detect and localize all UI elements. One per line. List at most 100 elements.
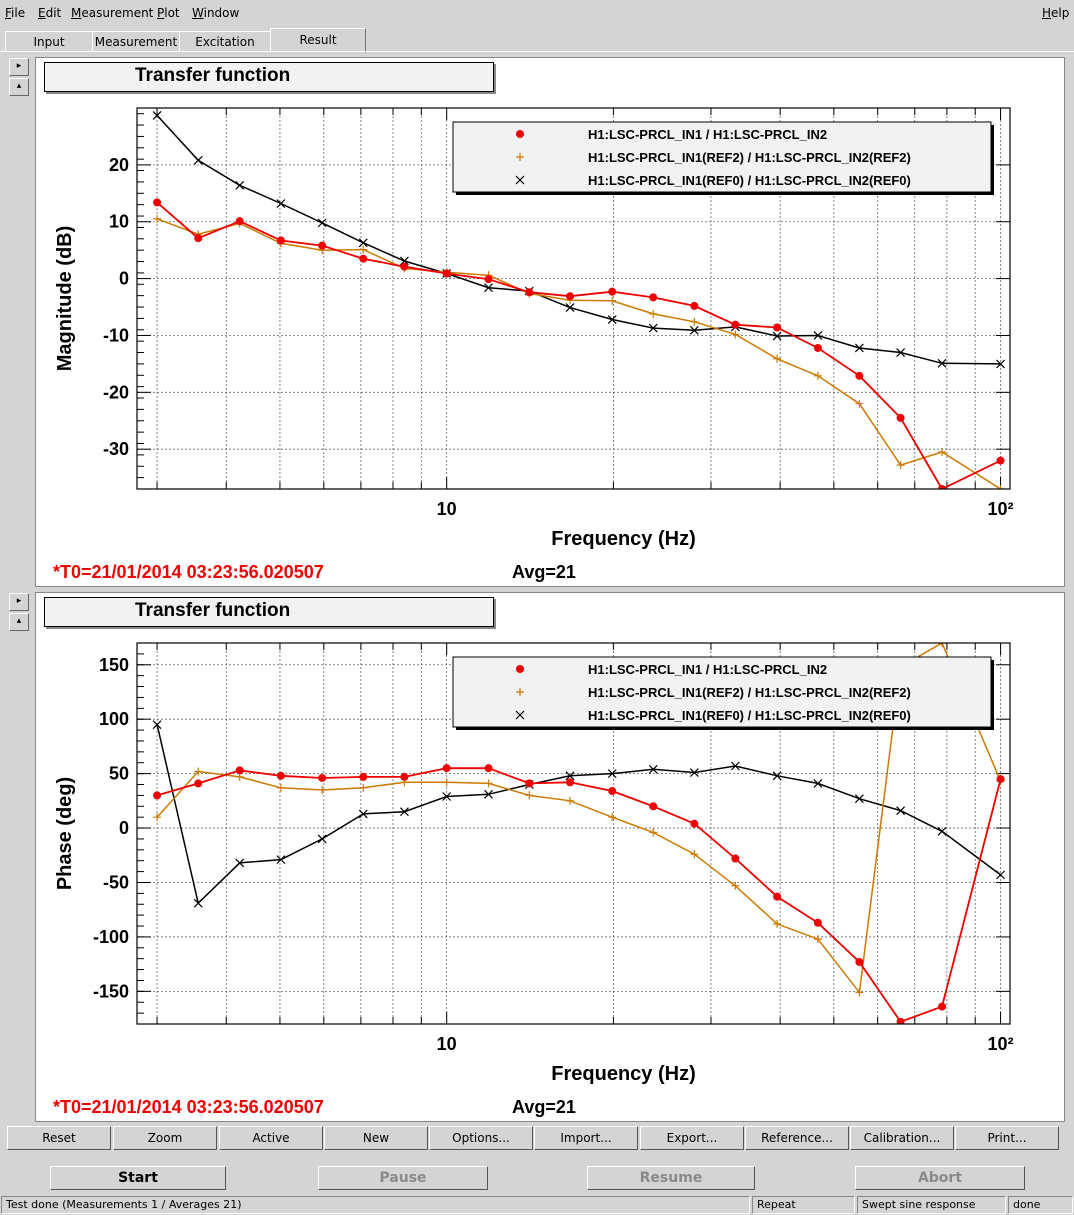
data-point (359, 245, 368, 254)
data-point (649, 293, 658, 302)
data-point (772, 331, 782, 341)
data-point (318, 241, 327, 250)
data-point (318, 773, 327, 782)
data-point (318, 785, 327, 794)
data-point (731, 320, 740, 329)
tab-excitation[interactable]: Excitation (179, 31, 271, 52)
data-point (996, 485, 1005, 489)
action-button-reference[interactable]: Reference... (745, 1126, 849, 1150)
legend-label: H1:LSC-PRCL_IN1(REF2) / H1:LSC-PRCL_IN2(… (588, 150, 911, 165)
tab-input[interactable]: Input (5, 31, 93, 52)
data-point (358, 809, 368, 819)
data-point (896, 348, 906, 357)
data-point (276, 783, 285, 792)
y-tick-label: 150 (99, 655, 129, 675)
action-button-active[interactable]: Active (219, 1126, 323, 1150)
action-button-print[interactable]: Print... (955, 1126, 1059, 1150)
data-point (855, 399, 864, 408)
data-point (442, 778, 451, 787)
action-button-calibration[interactable]: Calibration... (850, 1126, 954, 1150)
data-point (235, 180, 245, 190)
action-button-export[interactable]: Export... (640, 1126, 744, 1150)
tab-measurement[interactable]: Measurement (92, 31, 180, 52)
action-button-import[interactable]: Import... (534, 1126, 638, 1150)
data-point (442, 792, 452, 801)
data-point (525, 288, 534, 297)
data-point (855, 988, 864, 997)
series-2 (152, 720, 1005, 908)
legend-label: H1:LSC-PRCL_IN1 / H1:LSC-PRCL_IN2 (588, 662, 827, 677)
legend-label: H1:LSC-PRCL_IN1 / H1:LSC-PRCL_IN2 (588, 127, 827, 142)
data-point (731, 330, 740, 339)
pause-button[interactable]: Pause (318, 1166, 488, 1190)
data-point (731, 854, 740, 863)
menu-bar: File Edit Measurement Plot Window Help (0, 0, 1074, 26)
y-tick-label: 100 (99, 709, 129, 729)
data-point (649, 802, 658, 811)
data-point (649, 828, 658, 837)
x-tick-label: 10² (988, 499, 1014, 519)
data-point (608, 813, 617, 822)
data-point (525, 779, 534, 788)
expand-pad-button-2[interactable]: ▸ (9, 593, 29, 611)
data-point (896, 806, 906, 816)
data-point (359, 783, 368, 792)
y-tick-label: 10 (109, 212, 129, 232)
action-button-zoom[interactable]: Zoom (113, 1126, 217, 1150)
data-point (648, 323, 658, 333)
y-tick-label: -100 (93, 927, 129, 947)
start-button[interactable]: Start (50, 1166, 226, 1190)
menu-measurement[interactable]: Measurement (71, 6, 154, 20)
status-state: done (1008, 1196, 1073, 1214)
data-point (276, 236, 285, 245)
plot-frame (136, 107, 1011, 490)
collapse-pad-button-2[interactable]: ▴ (9, 613, 29, 631)
data-point (566, 778, 575, 787)
plot-pad-magnitude: Transfer function -30 -20 -10 0 10 20 10 10² Fre… (35, 57, 1065, 587)
series-0 (153, 764, 1005, 1024)
action-button-new[interactable]: New (324, 1126, 428, 1150)
tab-result[interactable]: Result (270, 28, 366, 53)
menu-help[interactable]: Help (1042, 6, 1070, 20)
status-repeat: Repeat (752, 1196, 855, 1214)
action-button-reset[interactable]: Reset (7, 1126, 111, 1150)
y-tick-label: -20 (103, 382, 129, 402)
data-point (194, 767, 203, 776)
y-tick-label: -150 (93, 981, 129, 1001)
abort-button[interactable]: Abort (855, 1166, 1025, 1190)
x-axis-label: Frequency (Hz) (551, 528, 695, 550)
data-point (730, 761, 740, 771)
y-tick-label: -50 (103, 872, 129, 892)
data-point (276, 855, 286, 865)
data-point (731, 881, 740, 890)
menu-edit[interactable]: Edit (38, 6, 62, 20)
resume-button[interactable]: Resume (587, 1166, 755, 1190)
data-point (400, 807, 409, 817)
data-point (153, 198, 162, 207)
menu-plot[interactable]: Plot (157, 6, 180, 20)
data-point (193, 898, 203, 908)
magnitude-chart[interactable]: -30 -20 -10 0 10 20 10 10² Frequency (Hz) Magnitu… (36, 58, 1064, 586)
plot-title: Transfer function (44, 597, 494, 627)
data-point (608, 787, 617, 796)
phase-chart[interactable]: -150 -100 -50 0 50 100 150 10 10² Frequency (Hz) P… (36, 593, 1064, 1121)
x-tick-label: 10 (437, 499, 457, 519)
menu-file[interactable]: File (5, 6, 26, 20)
data-point (690, 850, 699, 859)
y-tick-label: -10 (103, 325, 129, 345)
data-point (359, 254, 368, 263)
data-point (773, 919, 782, 928)
data-point (153, 214, 162, 223)
action-button-options[interactable]: Options... (429, 1126, 533, 1150)
menu-window[interactable]: Window (192, 6, 240, 20)
collapse-pad-button-1[interactable]: ▴ (9, 78, 29, 96)
data-point (648, 764, 658, 774)
expand-pad-button-1[interactable]: ▸ (9, 58, 29, 76)
data-point (525, 791, 534, 800)
data-point (813, 779, 823, 788)
data-point (813, 935, 822, 944)
legend: H1:LSC-PRCL_IN1 / H1:LSC-PRCL_IN2 H1:LSC-… (452, 656, 994, 730)
data-point (689, 325, 699, 335)
legend-box (452, 121, 992, 193)
data-point (996, 870, 1005, 880)
